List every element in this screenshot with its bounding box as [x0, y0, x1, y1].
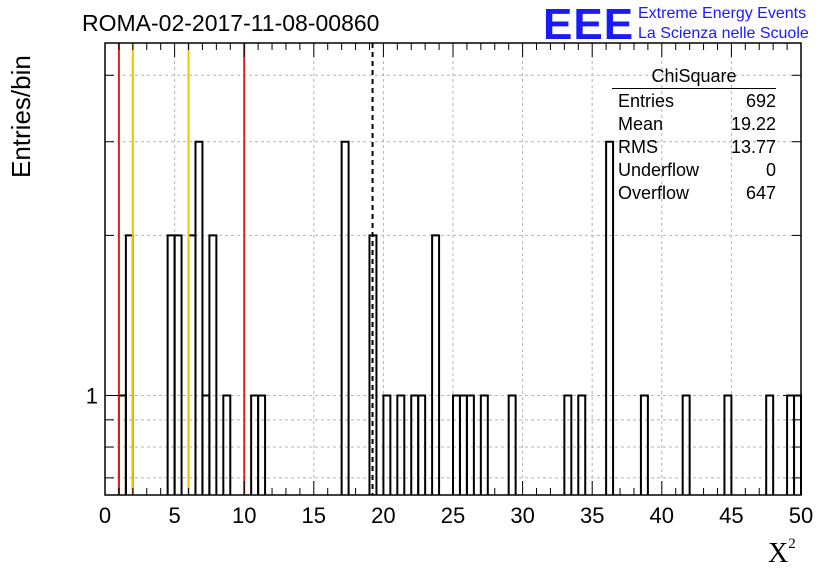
histogram-bin: [187, 234, 197, 495]
stats-value: 19.22: [730, 114, 776, 134]
histogram-bin: [681, 394, 691, 495]
histogram-bin: [765, 394, 775, 495]
histogram-bin: [173, 234, 183, 495]
x-tick-label: 20: [371, 503, 395, 528]
stats-row-rms: RMS 13.77: [612, 136, 776, 159]
stats-label: Mean: [618, 114, 664, 134]
logo-line-1: Extreme Energy Events: [638, 5, 807, 22]
x-tick-label: 15: [302, 503, 326, 528]
histogram-bin: [507, 394, 517, 495]
stats-label: Underflow: [618, 160, 700, 180]
histogram-bin: [124, 234, 134, 495]
histogram-bin: [577, 394, 587, 495]
histogram-bin: [431, 234, 441, 495]
histogram-bin: [166, 234, 176, 495]
histogram-bin: [563, 394, 573, 495]
x-tick-label: 50: [789, 503, 813, 528]
x-tick-label: 25: [441, 503, 465, 528]
x-tick-label: 40: [650, 503, 674, 528]
stats-value: 0: [765, 160, 776, 180]
x-tick-label: 10: [232, 503, 256, 528]
histogram-bin: [639, 394, 649, 495]
y-axis-label: Entries/bin: [6, 55, 36, 178]
histogram-bin: [452, 394, 461, 495]
stats-row-mean: Mean 19.22: [612, 113, 776, 136]
histogram-bin: [194, 140, 204, 495]
stats-value: 647: [745, 183, 776, 203]
histogram-bin: [250, 394, 260, 495]
plot-frame: [104, 42, 802, 496]
stats-row-overflow: Overflow 647: [612, 182, 776, 205]
x-axis-label-sup: 2: [788, 536, 796, 552]
histogram-bin: [605, 140, 615, 495]
stats-value: 13.77: [730, 137, 776, 157]
logo-line-2: La Scienza nelle Scuole: [638, 25, 809, 42]
histogram-bin: [793, 394, 802, 495]
histogram-bin: [208, 234, 218, 495]
tick-labels: 10 5 10 15 20 25 30 35 40 45 50: [86, 383, 813, 528]
histogram-bin: [201, 394, 211, 495]
histogram-bin: [257, 394, 267, 495]
stats-value: 692: [745, 91, 776, 111]
x-tick-label: 0: [99, 503, 111, 528]
stats-box: ChiSquare Entries 692 Mean 19.22 RMS 13.…: [612, 66, 776, 205]
histogram-bin: [368, 234, 378, 495]
stats-title: ChiSquare: [612, 66, 776, 89]
histogram-bin: [479, 394, 489, 495]
y-tick-label: 1: [86, 383, 98, 408]
x-axis-label-base: X: [768, 538, 789, 569]
histogram-bin: [117, 394, 127, 495]
stats-row-underflow: Underflow 0: [612, 159, 776, 182]
histogram-bin: [410, 394, 420, 495]
chart-title: ROMA-02-2017-11-08-00860: [82, 10, 380, 36]
histogram-bin: [222, 394, 232, 495]
stats-label: RMS: [618, 137, 658, 157]
reference-lines: [117, 43, 374, 495]
histogram-bin: [786, 394, 796, 495]
histogram-bin: [382, 394, 392, 495]
histogram-bin: [417, 394, 427, 495]
histogram-bin: [723, 394, 733, 495]
stats-label: Overflow: [618, 183, 690, 203]
stats-row-entries: Entries 692: [612, 90, 776, 113]
histogram-bin: [340, 140, 350, 495]
histogram-bin: [458, 394, 468, 495]
x-axis-label: X2: [768, 536, 796, 570]
histogram-bin: [396, 394, 406, 495]
x-tick-label: 30: [510, 503, 534, 528]
axis-ticks: [104, 43, 802, 495]
stats-label: Entries: [618, 91, 675, 111]
x-tick-label: 35: [580, 503, 604, 528]
histogram-bin: [465, 394, 475, 495]
logo-mark: EEE: [543, 0, 635, 49]
x-tick-label: 45: [719, 503, 743, 528]
x-tick-label: 5: [168, 503, 180, 528]
